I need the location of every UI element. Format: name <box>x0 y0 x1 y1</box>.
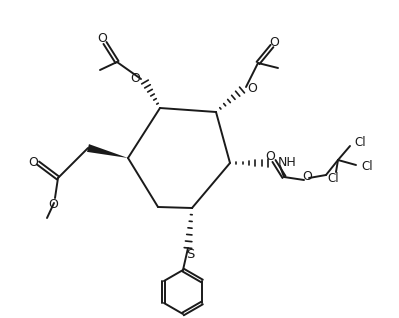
Text: O: O <box>269 36 279 49</box>
Text: O: O <box>48 197 58 211</box>
Text: O: O <box>130 73 140 86</box>
Text: O: O <box>302 169 312 183</box>
Text: Cl: Cl <box>361 160 373 172</box>
Text: O: O <box>247 81 257 94</box>
Text: S: S <box>186 247 194 260</box>
Text: Cl: Cl <box>354 135 365 149</box>
Text: O: O <box>97 32 107 45</box>
Text: O: O <box>28 156 38 169</box>
Text: O: O <box>265 150 275 163</box>
Text: NH: NH <box>278 156 297 169</box>
Text: Cl: Cl <box>327 172 339 185</box>
Polygon shape <box>87 144 128 158</box>
